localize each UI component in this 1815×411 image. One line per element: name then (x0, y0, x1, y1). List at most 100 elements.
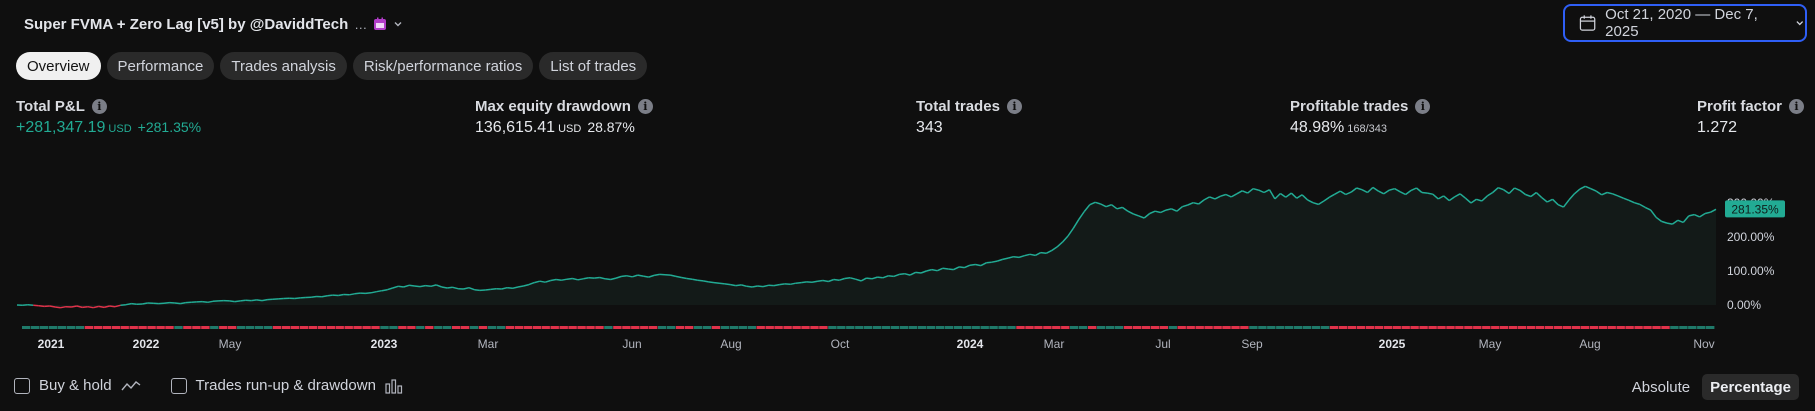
equity-line-segment (1121, 206, 1129, 212)
tab-trades-analysis[interactable]: Trades analysis (220, 52, 347, 80)
equity-line-segment (1225, 193, 1232, 198)
trade-result-segment (631, 326, 640, 329)
title-suffix-glyph: … (354, 16, 368, 32)
info-icon[interactable]: i (637, 99, 653, 114)
y-tick-label: 100.00% (1727, 264, 1775, 278)
trade-result-segment (1446, 326, 1455, 329)
equity-line-segment (131, 302, 137, 306)
equity-line-segment (1503, 189, 1510, 195)
strategy-title[interactable]: Super FVMA + Zero Lag [v5] by @DaviddTec… (18, 14, 403, 34)
tab-risk-performance-ratios[interactable]: Risk/performance ratios (352, 52, 534, 80)
info-icon[interactable]: i (91, 99, 107, 114)
equity-line-segment (1094, 201, 1101, 205)
trade-result-segment (299, 326, 309, 329)
trade-result-segment (810, 326, 819, 329)
chevron-down-icon[interactable] (393, 19, 403, 29)
trade-result-segment (183, 326, 192, 329)
trade-result-segment (1544, 326, 1554, 329)
trade-result-segment (586, 326, 595, 329)
equity-line-segment (1481, 195, 1488, 202)
equity-line-segment (142, 302, 148, 305)
trade-result-segment (1222, 326, 1231, 329)
equity-line-segment (969, 263, 976, 266)
trade-result-segment (165, 326, 174, 329)
tab-overview[interactable]: Overview (16, 52, 101, 80)
equity-line-segment (1432, 193, 1439, 200)
equity-line-segment (801, 281, 807, 284)
absolute-button[interactable]: Absolute (1631, 378, 1691, 396)
equity-line-segment (1024, 253, 1031, 257)
trade-result-segment (917, 326, 927, 329)
equity-line-segment (1394, 188, 1401, 193)
tab-performance[interactable]: Performance (106, 52, 215, 80)
info-icon[interactable]: i (1415, 99, 1431, 114)
trade-result-segment (1383, 326, 1392, 329)
trade-result-segment (971, 326, 980, 329)
trade-result-segment (263, 326, 273, 329)
equity-line-segment (980, 262, 987, 267)
trade-result-segment (478, 326, 488, 329)
equity-line-segment (1699, 212, 1706, 218)
equity-line-segment (1410, 187, 1417, 192)
trade-result-segment (980, 326, 989, 329)
equity-line-segment (120, 303, 126, 307)
equity-line-segment (643, 275, 649, 278)
equity-line-segment (1307, 199, 1314, 204)
equity-line-segment (1105, 203, 1112, 208)
percentage-button[interactable]: Percentage (1702, 374, 1799, 400)
trade-result-segment (1016, 326, 1025, 329)
trade-result-segment (254, 326, 264, 329)
equity-line-segment (1100, 203, 1107, 208)
trade-result-segment (1034, 326, 1043, 329)
trade-result-segment (272, 326, 282, 329)
equity-line-segment (1165, 208, 1172, 211)
checkbox-box[interactable] (14, 377, 30, 394)
trade-result-segment (425, 326, 434, 329)
equity-line-segment (1666, 222, 1673, 225)
equity-line-segment (1230, 193, 1238, 198)
trade-result-segment (1535, 326, 1545, 329)
equity-line-segment (1378, 190, 1385, 195)
stat-total-trades: Total trades i 343 (916, 98, 1022, 137)
equity-chart[interactable]: 0.00%100.00%200.00%300.00%281.35%2021202… (0, 165, 1815, 360)
equity-line-segment (425, 284, 431, 288)
trade-result-segment (693, 326, 703, 329)
equity-line-segment (959, 266, 965, 269)
checkbox-box[interactable] (170, 377, 187, 394)
equity-line-segment (653, 273, 660, 277)
equity-line-segment (1519, 189, 1526, 196)
equity-line-segment (577, 278, 584, 281)
equity-line-segment (1416, 187, 1423, 194)
equity-line-segment (1492, 187, 1499, 194)
equity-line-segment (1552, 198, 1559, 206)
stat-total-pnl: Total P&L i +281,347.19 USD +281.35% (16, 98, 201, 137)
trade-result-segment (792, 326, 801, 329)
info-icon[interactable]: i (1789, 99, 1805, 114)
equity-line-segment (1263, 189, 1270, 194)
trade-result-segment (989, 326, 998, 329)
equity-line-segment (256, 299, 263, 302)
equity-line-segment (1045, 249, 1052, 254)
equity-line-segment (1296, 194, 1303, 199)
trade-result-segment (496, 326, 506, 329)
trade-result-segment (1562, 326, 1572, 329)
equity-line-segment (376, 289, 382, 293)
trade-result-segment (174, 326, 183, 329)
x-tick-label: Jul (1155, 337, 1170, 351)
equity-line-segment (381, 288, 388, 292)
equity-line-segment (1573, 188, 1581, 195)
equity-line-segment (621, 275, 627, 278)
buy-hold-checkbox[interactable]: Buy & hold (14, 377, 141, 394)
equity-line-segment (1525, 193, 1532, 198)
trade-result-segment (774, 326, 783, 329)
tab-list-of-trades[interactable]: List of trades (539, 52, 648, 80)
equity-line-segment (833, 278, 840, 281)
equity-line-segment (447, 286, 453, 289)
info-icon[interactable]: i (1006, 99, 1022, 114)
runup-drawdown-checkbox[interactable]: Trades run-up & drawdown (170, 377, 403, 394)
x-tick-label: 2021 (38, 337, 65, 351)
equity-line-segment (202, 300, 208, 304)
stat-value: 48.98% (1290, 119, 1345, 136)
date-range-selector[interactable]: Oct 21, 2020 — Dec 7, 2025 (1563, 4, 1807, 42)
equity-line-segment (692, 278, 698, 281)
